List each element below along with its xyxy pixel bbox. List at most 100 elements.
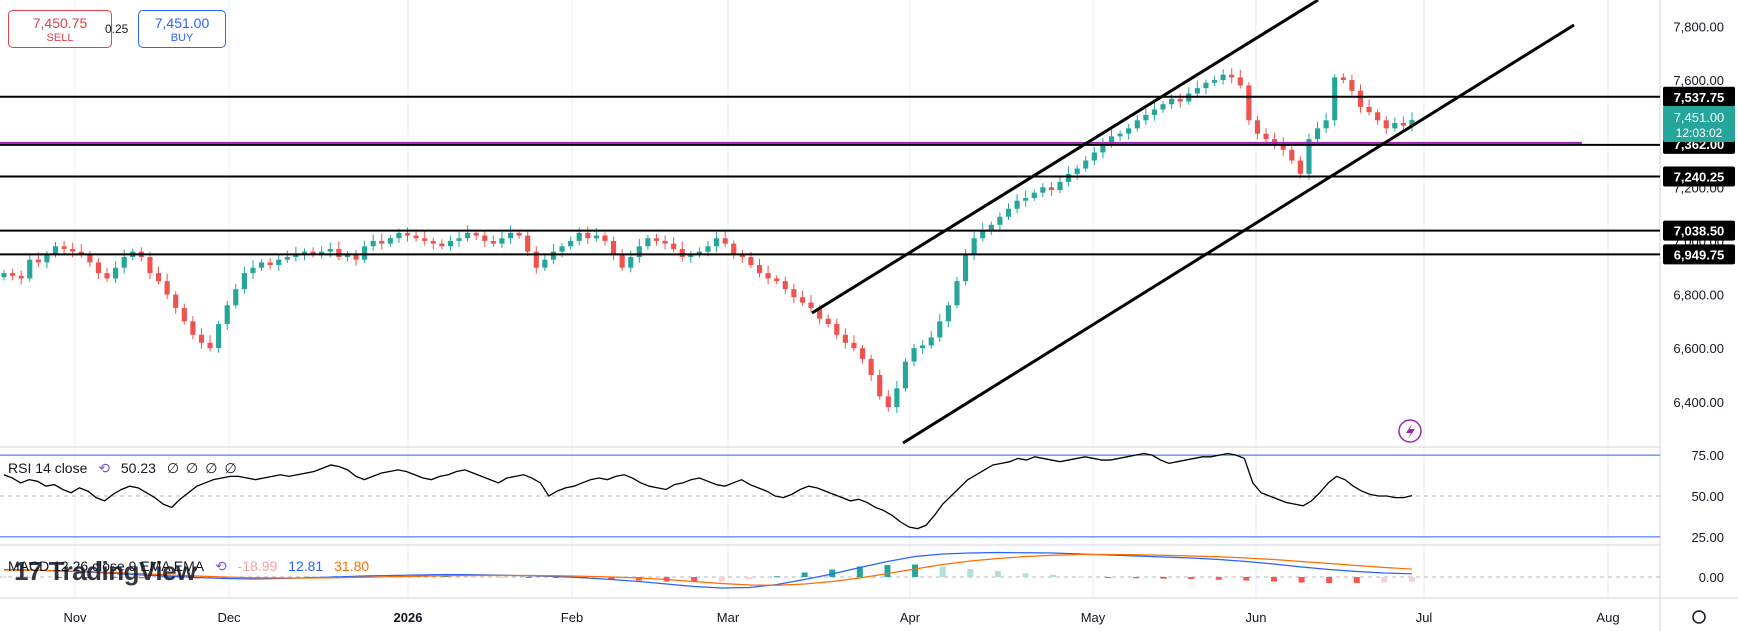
macd-line [3, 551, 1413, 589]
candle-body [250, 267, 256, 274]
macd-histogram-bar [994, 571, 1001, 577]
macd-histogram-bar [967, 569, 974, 577]
macd-signal-value: 31.80 [334, 558, 370, 574]
candle-body [27, 259, 33, 279]
lightning-icon[interactable] [1398, 419, 1422, 443]
candle [1091, 147, 1097, 166]
channel-lower-line [902, 23, 1575, 445]
candle [1023, 190, 1029, 207]
candle-body [525, 235, 531, 252]
macd-histogram-bar [718, 577, 725, 582]
candle-body [868, 358, 874, 375]
candle-body [988, 224, 994, 231]
candle-body [962, 254, 969, 282]
candle [1203, 79, 1209, 95]
candle-body [1005, 208, 1012, 217]
candle-body [971, 238, 977, 255]
candle [1357, 84, 1364, 113]
candle-body [653, 238, 660, 241]
candle [1083, 156, 1089, 172]
candle [825, 314, 831, 328]
candle-body [671, 243, 677, 249]
candle-body [190, 321, 196, 335]
candle [233, 283, 239, 309]
candle [988, 221, 994, 235]
candle-body [1194, 88, 1200, 94]
candle-body [585, 232, 591, 239]
settings-icon[interactable]: ⟲ [98, 460, 110, 476]
buy-button[interactable]: 7,451.00 BUY [138, 10, 226, 48]
candle [198, 328, 205, 349]
candle-body [911, 348, 917, 362]
candle-body [319, 251, 325, 255]
candle [121, 249, 127, 274]
level-label: 7,038.50 [1674, 224, 1725, 239]
candle [585, 226, 591, 245]
candle [507, 225, 514, 245]
candle-body [52, 246, 59, 255]
macd-hist-value: -18.99 [237, 558, 278, 574]
rsi-line [3, 452, 1413, 530]
candle-body [1229, 74, 1235, 78]
candle [653, 233, 660, 246]
candle-body [997, 216, 1003, 225]
time-label: Jun [1246, 610, 1267, 625]
macd-histogram-bar [1215, 577, 1222, 580]
candle-body [147, 257, 153, 274]
rsi-legend[interactable]: RSI 14 close ⟲ 50.23 ∅ ∅ ∅ ∅ [8, 460, 244, 477]
sell-button[interactable]: 7,450.75 SELL [8, 10, 112, 48]
candle-body [559, 246, 565, 252]
macd-legend[interactable]: MACD 12 26 close 9 EMA EMA ⟲ -18.99 12.8… [8, 558, 376, 575]
sell-price: 7,450.75 [32, 15, 88, 31]
candle-body [731, 243, 737, 255]
candle [568, 236, 574, 250]
candle [877, 369, 883, 400]
candle [602, 232, 608, 246]
last-price-label: 7,451.00 [1674, 110, 1725, 125]
candle-body [1211, 80, 1218, 83]
candle-body [1349, 80, 1355, 91]
candle-body [258, 262, 265, 268]
macd-histogram-bar [1409, 577, 1415, 582]
macd-histogram-bar [1022, 573, 1029, 577]
settings-gear-icon[interactable] [1692, 610, 1706, 624]
candle [1117, 130, 1123, 141]
candle-body [327, 248, 333, 252]
candle-body [198, 334, 205, 343]
candle [1229, 68, 1235, 84]
candle-body [714, 238, 720, 247]
candle [1280, 136, 1286, 156]
candle [542, 253, 548, 271]
candle-body [507, 232, 514, 239]
candle-body [628, 257, 634, 268]
candle [714, 231, 720, 253]
candle-body [35, 259, 41, 263]
candle-body [310, 251, 316, 255]
candle-body [980, 230, 986, 239]
candle [490, 235, 496, 247]
candle-body [396, 232, 402, 239]
macd-histogram-bar [470, 576, 477, 578]
candle-body [851, 342, 857, 349]
candle-body [1280, 144, 1286, 150]
candle-body [602, 235, 608, 241]
macd-axis-label: 0.00 [1699, 570, 1724, 585]
last-price-tag [1663, 106, 1735, 143]
candle [868, 354, 874, 381]
candle [1297, 156, 1303, 179]
rsi-name: RSI 14 close [8, 460, 88, 476]
candle-body [748, 257, 754, 266]
sell-label: SELL [46, 32, 74, 44]
candle [1031, 189, 1037, 202]
candle [370, 234, 376, 251]
candle-body [404, 232, 411, 236]
time-label: May [1081, 610, 1106, 625]
macd-histogram-bar [801, 572, 808, 577]
settings-icon[interactable]: ⟲ [214, 558, 227, 574]
macd-pane [0, 551, 1660, 589]
macd-histogram-bar [139, 577, 146, 579]
candle-body [937, 321, 943, 338]
macd-histogram-bar [442, 575, 449, 577]
